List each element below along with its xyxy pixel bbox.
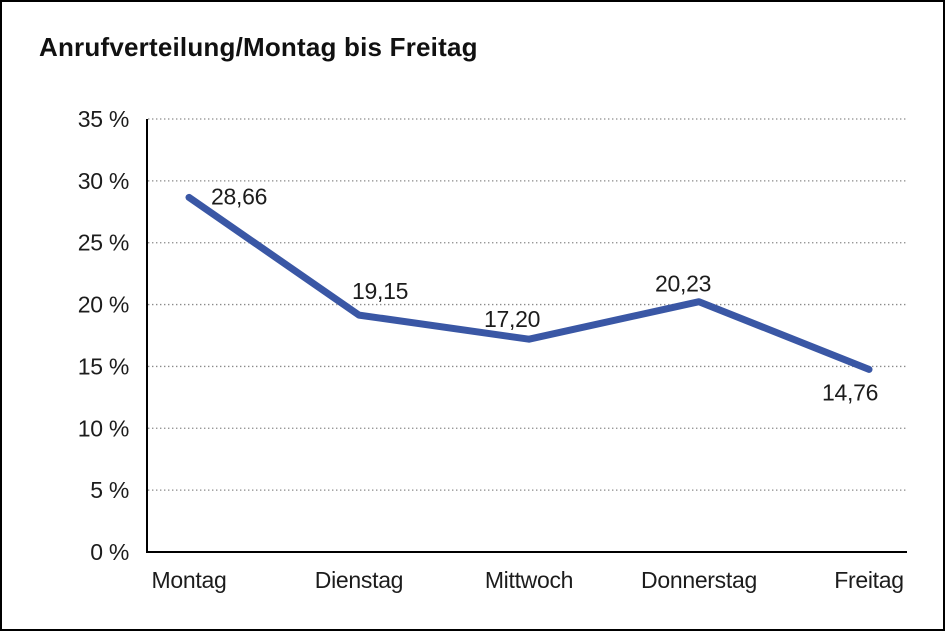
data-point-label: 20,23 xyxy=(655,271,711,297)
data-point-label: 14,76 xyxy=(822,379,878,405)
data-point-label: 28,66 xyxy=(211,183,267,209)
data-point-label: 17,20 xyxy=(484,306,540,332)
y-tick-label: 30 % xyxy=(78,168,129,194)
x-category-label: Freitag xyxy=(834,567,903,593)
chart-title: Anrufverteilung/Montag bis Freitag xyxy=(39,32,478,62)
x-category-label: Montag xyxy=(152,567,227,593)
x-category-label: Donnerstag xyxy=(641,567,757,593)
y-tick-label: 35 % xyxy=(78,106,129,132)
y-tick-label: 25 % xyxy=(78,230,129,256)
x-category-label: Mittwoch xyxy=(485,567,573,593)
y-tick-label: 5 % xyxy=(90,477,129,503)
y-tick-label: 0 % xyxy=(90,539,129,565)
x-category-label: Dienstag xyxy=(315,567,403,593)
data-point-label: 19,15 xyxy=(352,278,408,304)
y-tick-label: 10 % xyxy=(78,415,129,441)
data-series-line xyxy=(185,193,873,373)
y-tick-label: 15 % xyxy=(78,353,129,379)
y-tick-label: 20 % xyxy=(78,292,129,318)
